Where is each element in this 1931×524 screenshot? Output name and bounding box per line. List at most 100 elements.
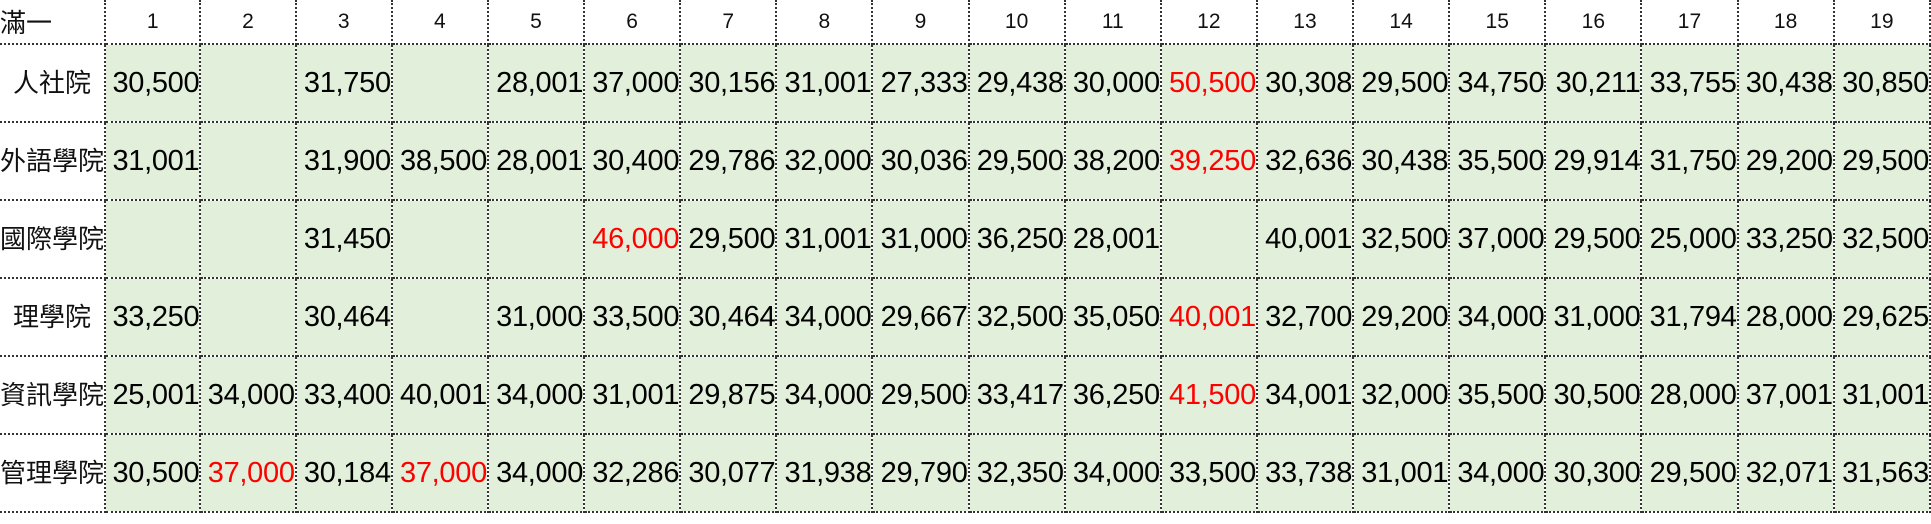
table-cell[interactable]: 35,500	[1448, 355, 1547, 435]
table-cell[interactable]: 34,000	[1448, 277, 1547, 357]
table-cell[interactable]: 30,464	[294, 277, 393, 357]
table-cell[interactable]	[199, 44, 297, 123]
table-cell[interactable]: 25,001	[104, 355, 202, 435]
table-cell[interactable]	[390, 44, 489, 123]
table-cell[interactable]: 29,500	[1640, 433, 1739, 513]
table-cell[interactable]	[390, 277, 489, 357]
table-cell[interactable]: 33,500	[583, 277, 682, 357]
table-cell[interactable]: 32,000	[1352, 355, 1451, 435]
table-cell[interactable]: 29,500	[871, 355, 970, 435]
table-cell[interactable]: 31,750	[1640, 121, 1739, 201]
table-cell[interactable]: 29,875	[679, 355, 778, 435]
table-cell[interactable]: 37,000	[199, 433, 297, 513]
table-cell[interactable]: 34,000	[775, 355, 874, 435]
table-cell[interactable]: 28,000	[1736, 277, 1835, 357]
table-cell[interactable]: 31,001	[583, 355, 682, 435]
table-cell[interactable]: 37,001	[1736, 355, 1835, 435]
table-cell[interactable]: 36,250	[967, 199, 1066, 279]
table-cell[interactable]: 34,000	[775, 277, 874, 357]
table-cell[interactable]: 29,500	[1544, 199, 1643, 279]
table-cell[interactable]: 34,750	[1448, 44, 1547, 123]
table-cell[interactable]: 31,000	[1544, 277, 1643, 357]
table-cell[interactable]: 30,438	[1352, 121, 1451, 201]
table-cell[interactable]: 34,000	[1063, 433, 1162, 513]
table-cell[interactable]	[199, 121, 297, 201]
table-cell[interactable]: 30,308	[1255, 44, 1355, 123]
table-cell[interactable]: 28,001	[486, 121, 586, 201]
table-cell[interactable]: 37,000	[1448, 199, 1547, 279]
table-cell[interactable]: 32,500	[1352, 199, 1451, 279]
table-cell[interactable]: 38,500	[390, 121, 489, 201]
table-cell[interactable]: 32,071	[1736, 433, 1835, 513]
table-cell[interactable]: 29,790	[871, 433, 970, 513]
table-cell[interactable]: 29,500	[1352, 44, 1451, 123]
table-cell[interactable]: 31,001	[775, 44, 874, 123]
table-cell[interactable]: 32,286	[583, 433, 682, 513]
table-cell[interactable]: 38,200	[1063, 121, 1162, 201]
table-cell[interactable]: 29,438	[967, 44, 1066, 123]
table-cell[interactable]: 30,500	[104, 44, 202, 123]
table-cell[interactable]: 31,794	[1640, 277, 1739, 357]
table-cell[interactable]: 30,500	[1544, 355, 1643, 435]
table-cell[interactable]: 27,333	[871, 44, 970, 123]
table-cell[interactable]: 31,001	[104, 121, 202, 201]
table-cell[interactable]: 40,001	[1159, 277, 1258, 357]
table-cell[interactable]: 46,000	[583, 199, 682, 279]
table-cell[interactable]: 30,464	[679, 277, 778, 357]
table-cell[interactable]: 30,077	[679, 433, 778, 513]
table-cell[interactable]: 32,000	[775, 121, 874, 201]
table-cell[interactable]: 37,000	[390, 433, 489, 513]
table-cell[interactable]: 29,667	[871, 277, 970, 357]
table-cell[interactable]: 50,500	[1159, 44, 1258, 123]
table-cell[interactable]: 28,001	[1063, 199, 1162, 279]
table-cell[interactable]: 30,184	[294, 433, 393, 513]
table-cell[interactable]: 31,750	[294, 44, 393, 123]
table-cell[interactable]	[104, 199, 202, 279]
table-cell[interactable]: 29,914	[1544, 121, 1643, 201]
table-cell[interactable]: 32,700	[1255, 277, 1355, 357]
table-cell[interactable]: 37,000	[583, 44, 682, 123]
table-cell[interactable]: 25,000	[1640, 199, 1739, 279]
table-cell[interactable]: 29,500	[967, 121, 1066, 201]
table-cell[interactable]: 34,001	[1255, 355, 1355, 435]
table-cell[interactable]: 36,250	[1063, 355, 1162, 435]
table-cell[interactable]: 30,850	[1832, 44, 1931, 123]
table-cell[interactable]: 31,001	[775, 199, 874, 279]
table-cell[interactable]: 34,000	[486, 433, 586, 513]
table-cell[interactable]: 34,000	[199, 355, 297, 435]
table-cell[interactable]: 30,300	[1544, 433, 1643, 513]
table-cell[interactable]: 29,625	[1832, 277, 1931, 357]
table-cell[interactable]: 31,001	[1832, 355, 1931, 435]
table-cell[interactable]	[390, 199, 489, 279]
table-cell[interactable]: 30,036	[871, 121, 970, 201]
table-cell[interactable]: 33,400	[294, 355, 393, 435]
table-cell[interactable]: 30,000	[1063, 44, 1162, 123]
table-cell[interactable]: 32,636	[1255, 121, 1355, 201]
table-cell[interactable]	[199, 199, 297, 279]
table-cell[interactable]: 33,417	[967, 355, 1066, 435]
table-cell[interactable]: 30,400	[583, 121, 682, 201]
table-cell[interactable]: 29,500	[1832, 121, 1931, 201]
table-cell[interactable]	[486, 199, 586, 279]
table-cell[interactable]: 30,156	[679, 44, 778, 123]
table-cell[interactable]: 28,000	[1640, 355, 1739, 435]
table-cell[interactable]: 33,755	[1640, 44, 1739, 123]
table-cell[interactable]: 30,211	[1544, 44, 1643, 123]
table-cell[interactable]: 32,500	[1832, 199, 1931, 279]
table-cell[interactable]: 29,200	[1352, 277, 1451, 357]
table-cell[interactable]: 31,938	[775, 433, 874, 513]
table-cell[interactable]: 40,001	[390, 355, 489, 435]
table-cell[interactable]: 33,500	[1159, 433, 1258, 513]
table-cell[interactable]: 33,250	[104, 277, 202, 357]
table-cell[interactable]: 31,563	[1832, 433, 1931, 513]
table-cell[interactable]	[1159, 199, 1258, 279]
table-cell[interactable]: 34,000	[486, 355, 586, 435]
table-cell[interactable]: 30,438	[1736, 44, 1835, 123]
table-cell[interactable]: 35,050	[1063, 277, 1162, 357]
table-cell[interactable]: 32,500	[967, 277, 1066, 357]
table-cell[interactable]: 33,738	[1255, 433, 1355, 513]
table-cell[interactable]: 31,450	[294, 199, 393, 279]
table-cell[interactable]: 35,500	[1448, 121, 1547, 201]
table-cell[interactable]: 33,250	[1736, 199, 1835, 279]
table-cell[interactable]: 31,900	[294, 121, 393, 201]
